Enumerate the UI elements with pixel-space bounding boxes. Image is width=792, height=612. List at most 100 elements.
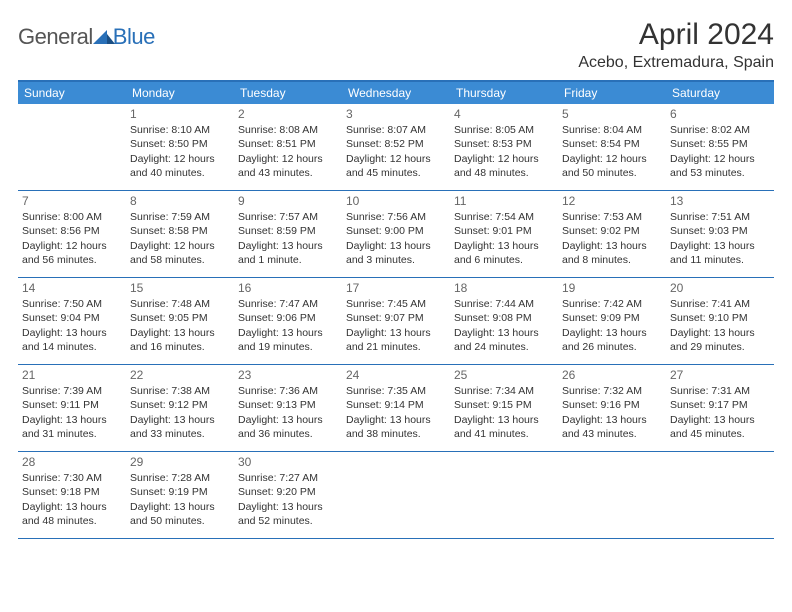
sunset-line: Sunset: 9:11 PM	[22, 398, 122, 412]
day-cell: 6Sunrise: 8:02 AMSunset: 8:55 PMDaylight…	[666, 104, 774, 190]
day-number: 22	[130, 367, 230, 383]
daylight-line: Daylight: 13 hours and 41 minutes.	[454, 413, 554, 441]
day-number: 30	[238, 454, 338, 470]
day-cell: 9Sunrise: 7:57 AMSunset: 8:59 PMDaylight…	[234, 191, 342, 277]
brand-part1: General	[18, 24, 93, 50]
daylight-line: Daylight: 13 hours and 26 minutes.	[562, 326, 662, 354]
month-title: April 2024	[578, 18, 774, 52]
daylight-line: Daylight: 13 hours and 31 minutes.	[22, 413, 122, 441]
daylight-line: Daylight: 12 hours and 48 minutes.	[454, 152, 554, 180]
daylight-line: Daylight: 12 hours and 58 minutes.	[130, 239, 230, 267]
day-number: 26	[562, 367, 662, 383]
day-cell: 4Sunrise: 8:05 AMSunset: 8:53 PMDaylight…	[450, 104, 558, 190]
day-cell: 21Sunrise: 7:39 AMSunset: 9:11 PMDayligh…	[18, 365, 126, 451]
day-number: 20	[670, 280, 770, 296]
sunset-line: Sunset: 9:06 PM	[238, 311, 338, 325]
day-cell: 10Sunrise: 7:56 AMSunset: 9:00 PMDayligh…	[342, 191, 450, 277]
sunset-line: Sunset: 8:51 PM	[238, 137, 338, 151]
daylight-line: Daylight: 12 hours and 45 minutes.	[346, 152, 446, 180]
daylight-line: Daylight: 13 hours and 45 minutes.	[670, 413, 770, 441]
sunset-line: Sunset: 9:17 PM	[670, 398, 770, 412]
week-row: 14Sunrise: 7:50 AMSunset: 9:04 PMDayligh…	[18, 278, 774, 365]
daylight-line: Daylight: 13 hours and 24 minutes.	[454, 326, 554, 354]
day-cell: 27Sunrise: 7:31 AMSunset: 9:17 PMDayligh…	[666, 365, 774, 451]
sunrise-line: Sunrise: 8:04 AM	[562, 123, 662, 137]
sunset-line: Sunset: 9:08 PM	[454, 311, 554, 325]
day-cell: 16Sunrise: 7:47 AMSunset: 9:06 PMDayligh…	[234, 278, 342, 364]
day-number: 3	[346, 106, 446, 122]
day-cell: 24Sunrise: 7:35 AMSunset: 9:14 PMDayligh…	[342, 365, 450, 451]
sunrise-line: Sunrise: 8:10 AM	[130, 123, 230, 137]
sunrise-line: Sunrise: 8:08 AM	[238, 123, 338, 137]
day-cell: 18Sunrise: 7:44 AMSunset: 9:08 PMDayligh…	[450, 278, 558, 364]
day-number: 21	[22, 367, 122, 383]
day-cell: 26Sunrise: 7:32 AMSunset: 9:16 PMDayligh…	[558, 365, 666, 451]
sunrise-line: Sunrise: 7:53 AM	[562, 210, 662, 224]
day-cell	[666, 452, 774, 538]
weekday-header-row: SundayMondayTuesdayWednesdayThursdayFrid…	[18, 82, 774, 104]
day-cell: 28Sunrise: 7:30 AMSunset: 9:18 PMDayligh…	[18, 452, 126, 538]
sunset-line: Sunset: 8:53 PM	[454, 137, 554, 151]
sunset-line: Sunset: 9:02 PM	[562, 224, 662, 238]
weekday-header: Wednesday	[342, 82, 450, 104]
header: General Blue April 2024 Acebo, Extremadu…	[18, 18, 774, 72]
daylight-line: Daylight: 13 hours and 21 minutes.	[346, 326, 446, 354]
day-cell: 15Sunrise: 7:48 AMSunset: 9:05 PMDayligh…	[126, 278, 234, 364]
brand-part2: Blue	[113, 24, 155, 50]
sunset-line: Sunset: 9:07 PM	[346, 311, 446, 325]
weekday-header: Sunday	[18, 82, 126, 104]
day-cell: 23Sunrise: 7:36 AMSunset: 9:13 PMDayligh…	[234, 365, 342, 451]
daylight-line: Daylight: 13 hours and 33 minutes.	[130, 413, 230, 441]
sunset-line: Sunset: 8:58 PM	[130, 224, 230, 238]
day-number: 28	[22, 454, 122, 470]
sunset-line: Sunset: 9:15 PM	[454, 398, 554, 412]
day-number: 16	[238, 280, 338, 296]
sunrise-line: Sunrise: 7:41 AM	[670, 297, 770, 311]
sunrise-line: Sunrise: 8:00 AM	[22, 210, 122, 224]
sunrise-line: Sunrise: 7:45 AM	[346, 297, 446, 311]
sunset-line: Sunset: 9:04 PM	[22, 311, 122, 325]
daylight-line: Daylight: 13 hours and 16 minutes.	[130, 326, 230, 354]
sunset-line: Sunset: 9:00 PM	[346, 224, 446, 238]
day-number: 18	[454, 280, 554, 296]
week-row: 1Sunrise: 8:10 AMSunset: 8:50 PMDaylight…	[18, 104, 774, 191]
sunset-line: Sunset: 9:09 PM	[562, 311, 662, 325]
day-number: 4	[454, 106, 554, 122]
sunrise-line: Sunrise: 7:57 AM	[238, 210, 338, 224]
day-number: 13	[670, 193, 770, 209]
sunrise-line: Sunrise: 7:31 AM	[670, 384, 770, 398]
daylight-line: Daylight: 13 hours and 8 minutes.	[562, 239, 662, 267]
day-number: 15	[130, 280, 230, 296]
day-number: 8	[130, 193, 230, 209]
day-number: 5	[562, 106, 662, 122]
daylight-line: Daylight: 13 hours and 1 minute.	[238, 239, 338, 267]
daylight-line: Daylight: 13 hours and 19 minutes.	[238, 326, 338, 354]
daylight-line: Daylight: 12 hours and 56 minutes.	[22, 239, 122, 267]
day-cell: 14Sunrise: 7:50 AMSunset: 9:04 PMDayligh…	[18, 278, 126, 364]
week-row: 21Sunrise: 7:39 AMSunset: 9:11 PMDayligh…	[18, 365, 774, 452]
daylight-line: Daylight: 13 hours and 6 minutes.	[454, 239, 554, 267]
daylight-line: Daylight: 13 hours and 50 minutes.	[130, 500, 230, 528]
daylight-line: Daylight: 13 hours and 43 minutes.	[562, 413, 662, 441]
day-cell: 25Sunrise: 7:34 AMSunset: 9:15 PMDayligh…	[450, 365, 558, 451]
sunrise-line: Sunrise: 7:27 AM	[238, 471, 338, 485]
daylight-line: Daylight: 13 hours and 3 minutes.	[346, 239, 446, 267]
sunset-line: Sunset: 9:05 PM	[130, 311, 230, 325]
day-number: 27	[670, 367, 770, 383]
day-cell: 29Sunrise: 7:28 AMSunset: 9:19 PMDayligh…	[126, 452, 234, 538]
daylight-line: Daylight: 13 hours and 29 minutes.	[670, 326, 770, 354]
sunrise-line: Sunrise: 8:07 AM	[346, 123, 446, 137]
day-cell: 13Sunrise: 7:51 AMSunset: 9:03 PMDayligh…	[666, 191, 774, 277]
day-cell: 30Sunrise: 7:27 AMSunset: 9:20 PMDayligh…	[234, 452, 342, 538]
daylight-line: Daylight: 12 hours and 40 minutes.	[130, 152, 230, 180]
day-number: 7	[22, 193, 122, 209]
day-cell: 2Sunrise: 8:08 AMSunset: 8:51 PMDaylight…	[234, 104, 342, 190]
sunrise-line: Sunrise: 7:28 AM	[130, 471, 230, 485]
day-number: 9	[238, 193, 338, 209]
daylight-line: Daylight: 12 hours and 50 minutes.	[562, 152, 662, 180]
day-number: 24	[346, 367, 446, 383]
sunrise-line: Sunrise: 7:56 AM	[346, 210, 446, 224]
day-cell: 5Sunrise: 8:04 AMSunset: 8:54 PMDaylight…	[558, 104, 666, 190]
day-cell	[558, 452, 666, 538]
day-number: 14	[22, 280, 122, 296]
